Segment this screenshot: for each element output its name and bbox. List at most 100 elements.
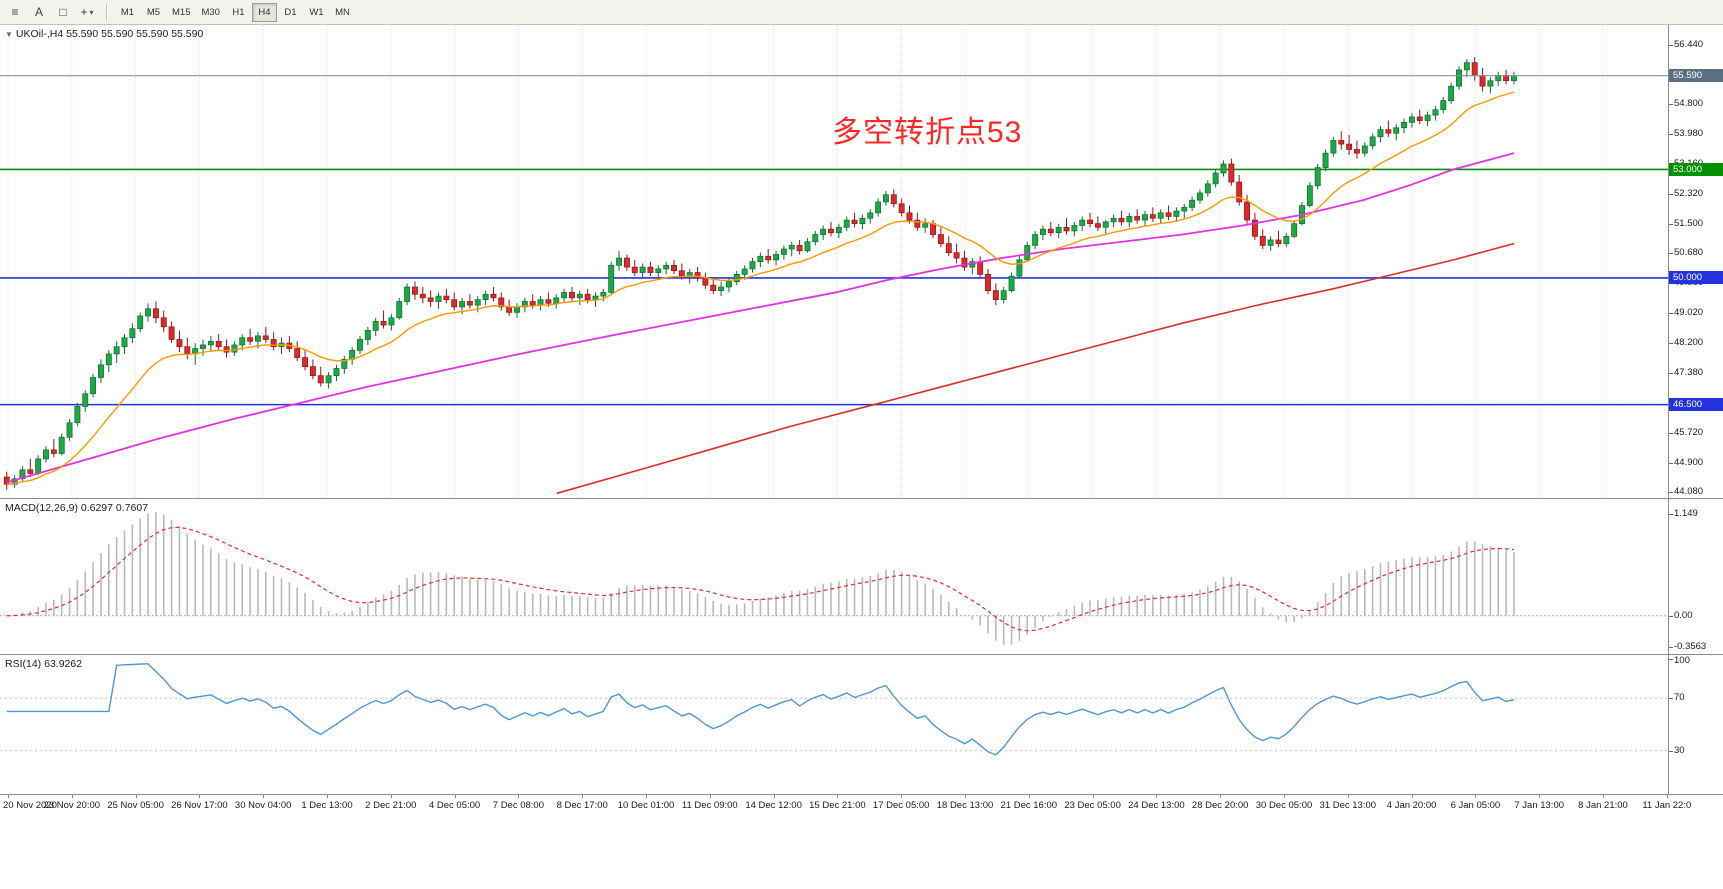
price-tickmark (1669, 104, 1673, 106)
collapse-arrow-icon[interactable]: ▼ (5, 30, 13, 39)
chart-list-icon-glyph: ≡ (11, 5, 19, 19)
rsi-tick-label: 30 (1674, 744, 1685, 756)
rsi-indicator-label: RSI(14) 63.9262 (5, 658, 82, 670)
macd-canvas[interactable] (0, 499, 1668, 654)
rsi-tickmark (1669, 698, 1673, 700)
price-tick-label: 56.440 (1674, 38, 1704, 50)
macd-signal-line (6, 526, 1514, 632)
timeframe-button-m5[interactable]: M5 (146, 6, 161, 18)
time-tick-label: 30 Nov 04:00 (234, 800, 292, 811)
toolbar-separator (106, 3, 107, 21)
time-tick-label: 11 Dec 09:00 (681, 800, 738, 811)
price-tickmark (1669, 343, 1673, 345)
price-tick-label: 52.320 (1674, 188, 1704, 199)
price-tickmark (1669, 253, 1673, 255)
time-tick-label: 23 Dec 05:00 (1064, 800, 1121, 811)
time-tick-label: 23 Nov 20:00 (43, 800, 101, 811)
time-tick-label: 25 Nov 05:00 (107, 800, 164, 811)
timeframe-button-h4[interactable]: H4 (251, 2, 277, 22)
chart-list-icon[interactable]: ≡ (4, 2, 26, 22)
macd-main-value: 0.6297 (80, 502, 113, 514)
time-tick-label: 28 Dec 20:00 (1191, 800, 1249, 811)
toolbar: ≡ A □ + ▾ M1 M5 M15 M30 H1 H4 D1 W1 MN (0, 0, 1723, 25)
time-tick-label: 17 Dec 05:00 (872, 800, 930, 811)
ohlc-values: 55.590 55.590 55.590 55.590 (66, 28, 204, 40)
grid-layer (7, 25, 1604, 498)
time-tickmark (773, 795, 775, 798)
price-chart-canvas[interactable] (0, 25, 1668, 498)
timeframe-button-m1[interactable]: M1 (120, 6, 135, 18)
rsi-canvas[interactable] (0, 655, 1668, 794)
macd-histogram-layer (13, 512, 1515, 645)
timeframe-button-mn[interactable]: MN (335, 6, 350, 18)
macd-panel: MACD(12,26,9) 0.6297 0.7607 1.149 0.00 -0.… (0, 498, 1723, 654)
symbol-ohlc-label: ▼ UKOil-,H4 55.590 55.590 55.590 55.590 (5, 28, 203, 40)
price-tick-label: 53.980 (1674, 127, 1704, 139)
macd-plot[interactable]: MACD(12,26,9) 0.6297 0.7607 (0, 499, 1668, 654)
rsi-line (6, 663, 1515, 756)
macd-signal-value: 0.7607 (115, 502, 149, 514)
time-tickmark (1347, 795, 1349, 798)
time-tick-label: 4 Dec 05:00 (428, 800, 481, 811)
time-tick-label: 20 Nov 2020 (3, 800, 57, 811)
macd-tickmark (1669, 513, 1673, 515)
template-icon[interactable]: □ (52, 2, 74, 22)
time-tick-label: 14 Dec 12:00 (745, 800, 802, 811)
price-tick-label: 48.200 (1674, 337, 1704, 349)
time-tick-label: 8 Dec 17:00 (556, 800, 608, 811)
price-tick-label: 44.900 (1674, 456, 1704, 468)
time-tick-label: 7 Dec 08:00 (492, 800, 545, 811)
time-tickmark (327, 795, 328, 798)
time-tickmark (199, 795, 201, 798)
macd-axis[interactable]: 1.149 0.00 -0.3563 (1668, 499, 1723, 654)
rsi-axis[interactable]: 100 70 30 (1668, 655, 1723, 794)
chart-annotation-text[interactable]: 多空转折点53 (832, 116, 1023, 149)
timeframe-button-w1[interactable]: W1 (309, 6, 324, 18)
text-label-tool-button-glyph: A (34, 5, 43, 19)
time-axis[interactable]: 20 Nov 2020 23 Nov 20:00 25 Nov 05:00 26 No… (0, 794, 1723, 814)
template-icon-glyph: □ (59, 5, 67, 19)
crosshair-tool-button[interactable]: + ▾ (76, 2, 98, 22)
timeframe-button-h1[interactable]: H1 (232, 6, 245, 18)
macd-tick-label: 0.00 (1674, 609, 1693, 621)
time-tickmark (1666, 795, 1668, 798)
time-tick-label: 7 Jan 13:00 (1514, 800, 1565, 811)
time-tick-label: 10 Dec 01:00 (617, 800, 675, 811)
timeframe-button-d1[interactable]: D1 (284, 6, 297, 18)
bottom-empty-area (0, 814, 1723, 889)
time-tickmark (8, 795, 9, 798)
text-label-tool-button[interactable]: A (28, 2, 50, 22)
rsi-panel: RSI(14) 63.9262 100 70 30 (0, 654, 1723, 794)
time-tick-label: 24 Dec 13:00 (1128, 800, 1185, 811)
price-tickmark (1669, 194, 1673, 195)
price-chart-plot[interactable]: ▼ UKOil-,H4 55.590 55.590 55.590 55.590 多… (0, 25, 1668, 498)
price-tick-label: 49.020 (1674, 307, 1704, 319)
time-tick-label: 11 Jan 22:0 (1642, 800, 1692, 811)
macd-indicator-label: MACD(12,26,9) 0.6297 0.7607 (5, 502, 148, 514)
rsi-tickmark (1669, 659, 1673, 660)
bid-price-badge: 55.590 (1669, 69, 1723, 83)
time-tickmark (901, 795, 903, 798)
price-tickmark (1669, 492, 1673, 494)
time-tick-label: 6 Jan 05:00 (1450, 800, 1501, 811)
time-tickmark (1411, 795, 1413, 798)
time-tick-label: 4 Jan 20:00 (1386, 800, 1437, 811)
price-tickmark (1669, 44, 1673, 46)
timeframe-button-m30[interactable]: M30 (201, 6, 220, 18)
time-tick-label: 15 Dec 21:00 (809, 800, 866, 811)
price-tick-label: 47.380 (1674, 366, 1704, 378)
macd-tickmark (1669, 647, 1673, 649)
crosshair-tool-button-glyph: + (80, 5, 88, 19)
price-axis[interactable]: 56.44055.62054.80053.98053.16052.32051.5… (1668, 25, 1723, 498)
time-tick-label: 21 Dec 16:00 (1000, 800, 1058, 811)
rsi-plot[interactable]: RSI(14) 63.9262 (0, 655, 1668, 794)
timeframe-button-m15[interactable]: M15 (172, 6, 191, 18)
hline-price-badge: 50.000 (1669, 271, 1723, 285)
rsi-name: RSI(14) (5, 658, 42, 670)
time-tickmark (1284, 795, 1285, 798)
price-tick-label: 50.680 (1674, 247, 1704, 259)
price-tickmark (1669, 313, 1673, 315)
macd-name: MACD(12,26,9) (5, 502, 78, 514)
time-tickmark (1539, 795, 1541, 798)
time-tick-label: 2 Dec 21:00 (365, 800, 417, 811)
